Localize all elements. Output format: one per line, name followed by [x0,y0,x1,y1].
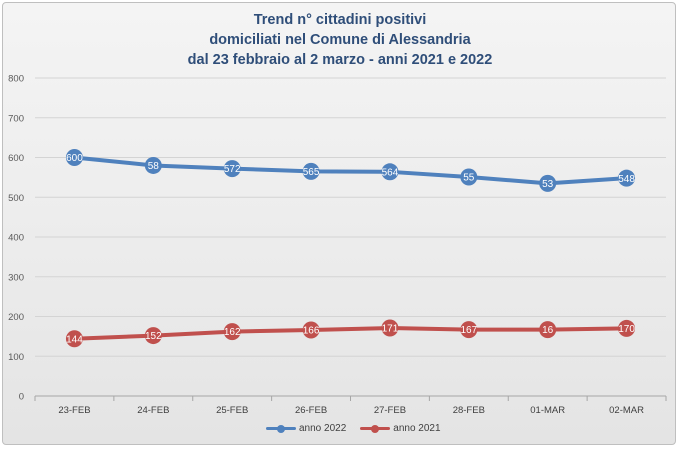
x-tick-label: 01-MAR [530,405,565,416]
y-tick-label: 500 [8,193,24,204]
legend-item-2022: anno 2022 [266,423,346,434]
data-point-marker [302,321,320,339]
data-point-marker [618,169,636,187]
legend-label-2022: anno 2022 [299,423,347,434]
data-point-label: 16 [542,325,554,336]
y-tick-label: 800 [8,74,24,85]
series-line-0 [72,155,629,186]
legend-swatch-2022 [266,424,296,433]
legend-item-2021: anno 2021 [360,423,441,434]
x-tick-label: 26-FEB [295,405,327,416]
data-point-label: 162 [224,327,241,338]
y-tick-label: 700 [8,113,24,124]
chart-title-line-2: domiciliati nel Comune di Alessandria [209,32,471,48]
data-point-label: 53 [542,179,554,190]
x-tick-label: 23-FEB [58,405,90,416]
data-point-label: 572 [224,164,241,175]
data-point-marker [302,162,320,180]
data-point-label: 170 [618,324,635,335]
chart-title-line-1: Trend n° cittadini positivi [253,12,427,28]
data-point-marker [144,156,162,174]
data-point-label: 152 [145,331,162,342]
data-point-label: 58 [148,161,160,172]
y-tick-label: 200 [8,312,24,323]
data-point-label: 144 [66,334,83,345]
x-tick-label: 02-MAR [609,405,644,416]
data-point-marker [223,323,241,341]
data-point-marker [65,149,83,166]
chart-title: Trend n° cittadini positivi domiciliati … [0,10,680,70]
data-point-marker [65,330,83,348]
legend: anno 2022 anno 2021 [266,423,455,434]
legend-label-2021: anno 2021 [393,423,441,434]
data-point-label: 55 [463,173,475,184]
chart-frame [2,2,676,445]
data-point-label: 565 [303,167,320,178]
y-tick-label: 300 [8,272,24,283]
data-point-label: 600 [66,153,83,164]
data-point-marker [539,321,557,339]
data-point-label: 548 [618,174,635,185]
series-line-1 [72,326,629,341]
data-point-label: 564 [382,167,399,178]
data-point-marker [223,160,241,178]
x-tick-label: 27-FEB [374,405,406,416]
data-point-marker [381,319,399,337]
data-point-marker [618,319,636,337]
chart-title-line-3: dal 23 febbraio al 2 marzo - anni 2021 e… [187,52,493,68]
y-tick-label: 100 [8,352,24,363]
data-point-label: 166 [303,326,320,337]
data-point-marker [381,163,399,181]
y-tick-label: 400 [8,233,24,244]
y-tick-label: 0 [19,392,24,403]
data-point-marker [539,174,557,192]
x-tick-label: 25-FEB [216,405,248,416]
data-point-marker [460,321,478,339]
data-point-label: 171 [382,324,399,335]
x-tick-label: 28-FEB [453,405,485,416]
data-point-marker [460,168,478,186]
data-point-marker [144,327,162,345]
y-tick-label: 600 [8,153,24,164]
data-point-label: 167 [460,325,477,336]
legend-swatch-2021 [360,424,391,433]
x-tick-label: 24-FEB [137,405,169,416]
